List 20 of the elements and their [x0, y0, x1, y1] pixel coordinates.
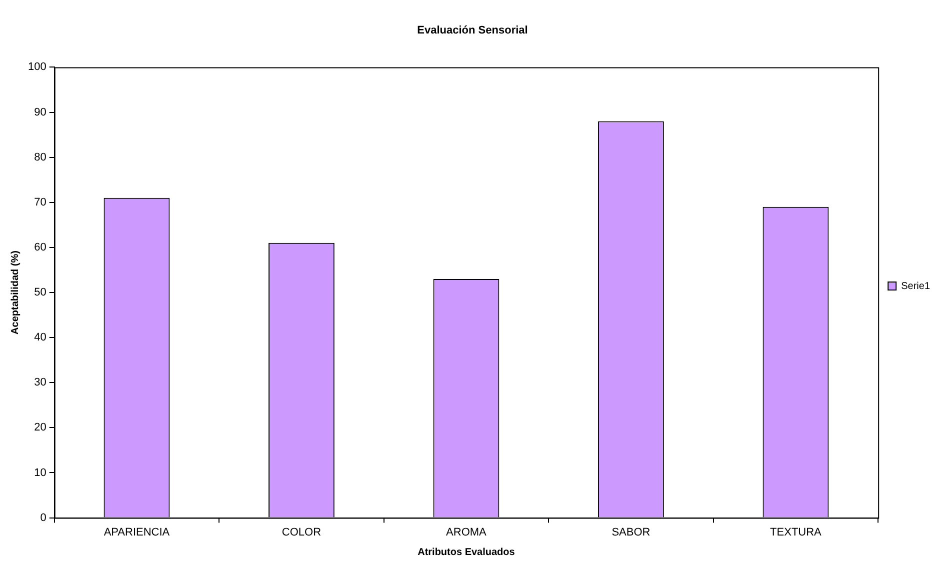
x-tick-label: TEXTURA [770, 526, 822, 538]
x-tick-label: COLOR [282, 526, 322, 538]
y-tick-label: 70 [34, 196, 46, 208]
legend-label: Serie1 [901, 280, 930, 292]
x-tick-label: AROMA [446, 526, 488, 538]
y-tick-label: 90 [34, 106, 46, 118]
y-tick-label: 40 [34, 332, 46, 344]
y-tick-label: 50 [34, 286, 46, 299]
y-tick-label: 10 [34, 466, 46, 479]
y-tick-label: 0 [40, 512, 46, 524]
y-tick-label: 60 [34, 241, 46, 254]
y-tick-label: 100 [28, 61, 46, 74]
chart-title: Evaluación Sensorial [417, 24, 528, 37]
y-tick-label: 80 [34, 151, 46, 164]
x-tick-label: SABOR [612, 526, 650, 538]
y-tick-label: 20 [34, 422, 46, 434]
x-tick-label: APARIENCIA [104, 526, 170, 538]
y-tick-label: 30 [34, 376, 46, 389]
x-axis-title: Atributos Evaluados [418, 546, 516, 558]
y-axis-title: Aceptabilidad (%) [10, 250, 21, 334]
